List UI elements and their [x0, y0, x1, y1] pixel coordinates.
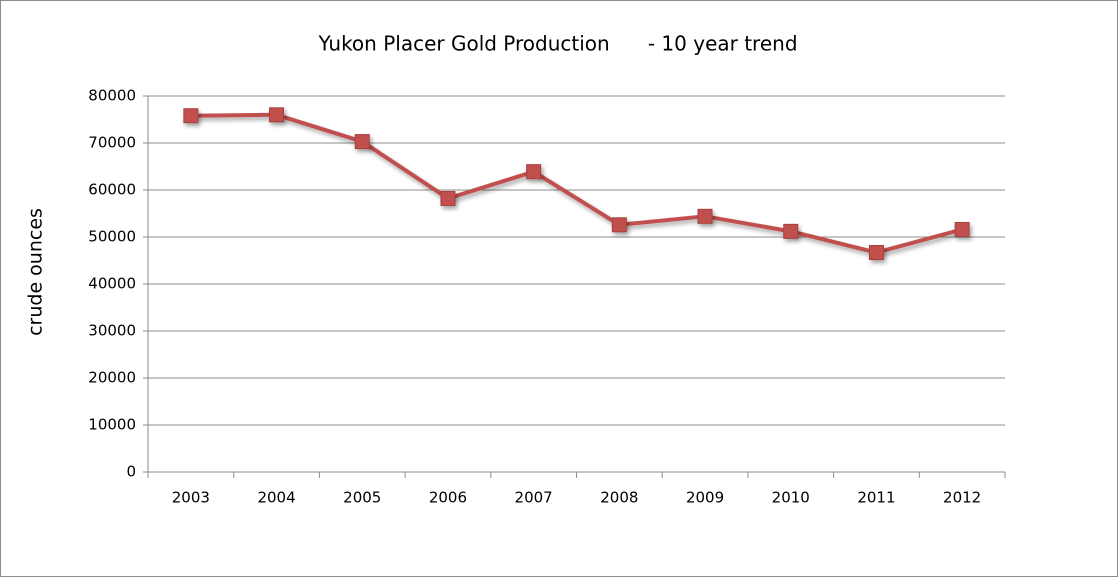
point-marker	[611, 217, 627, 233]
y-tick-label: 20000	[88, 369, 136, 387]
y-tick-label: 70000	[88, 134, 136, 152]
y-tick-label: 30000	[88, 322, 136, 340]
x-tick-label: 2008	[600, 489, 638, 507]
x-tick-label: 2007	[515, 489, 553, 507]
y-tick-label: 50000	[88, 228, 136, 246]
y-tick-label: 80000	[88, 87, 136, 105]
x-tick-label: 2004	[257, 489, 295, 507]
point-marker	[440, 190, 456, 206]
x-tick-label: 2003	[172, 489, 210, 507]
y-tick-label: 40000	[88, 275, 136, 293]
point-marker	[954, 221, 970, 237]
point-marker	[183, 108, 199, 124]
x-tick-label: 2006	[429, 489, 467, 507]
y-tick-label: 0	[126, 463, 136, 481]
y-tick-label: 60000	[88, 181, 136, 199]
point-marker	[354, 134, 370, 150]
x-tick-label: 2009	[686, 489, 724, 507]
point-marker	[269, 107, 285, 123]
x-tick-label: 2012	[943, 489, 981, 507]
point-marker	[526, 164, 542, 180]
point-marker	[697, 208, 713, 224]
chart-title: Yukon Placer Gold Production - 10 year t…	[317, 32, 797, 56]
x-tick-label: 2011	[857, 489, 895, 507]
x-tick-label: 2010	[772, 489, 810, 507]
y-tick-label: 10000	[88, 416, 136, 434]
point-marker	[868, 245, 884, 261]
y-axis-label: crude ounces	[25, 208, 47, 336]
x-tick-label: 2005	[343, 489, 381, 507]
point-marker	[783, 223, 799, 239]
series-line	[190, 112, 963, 255]
